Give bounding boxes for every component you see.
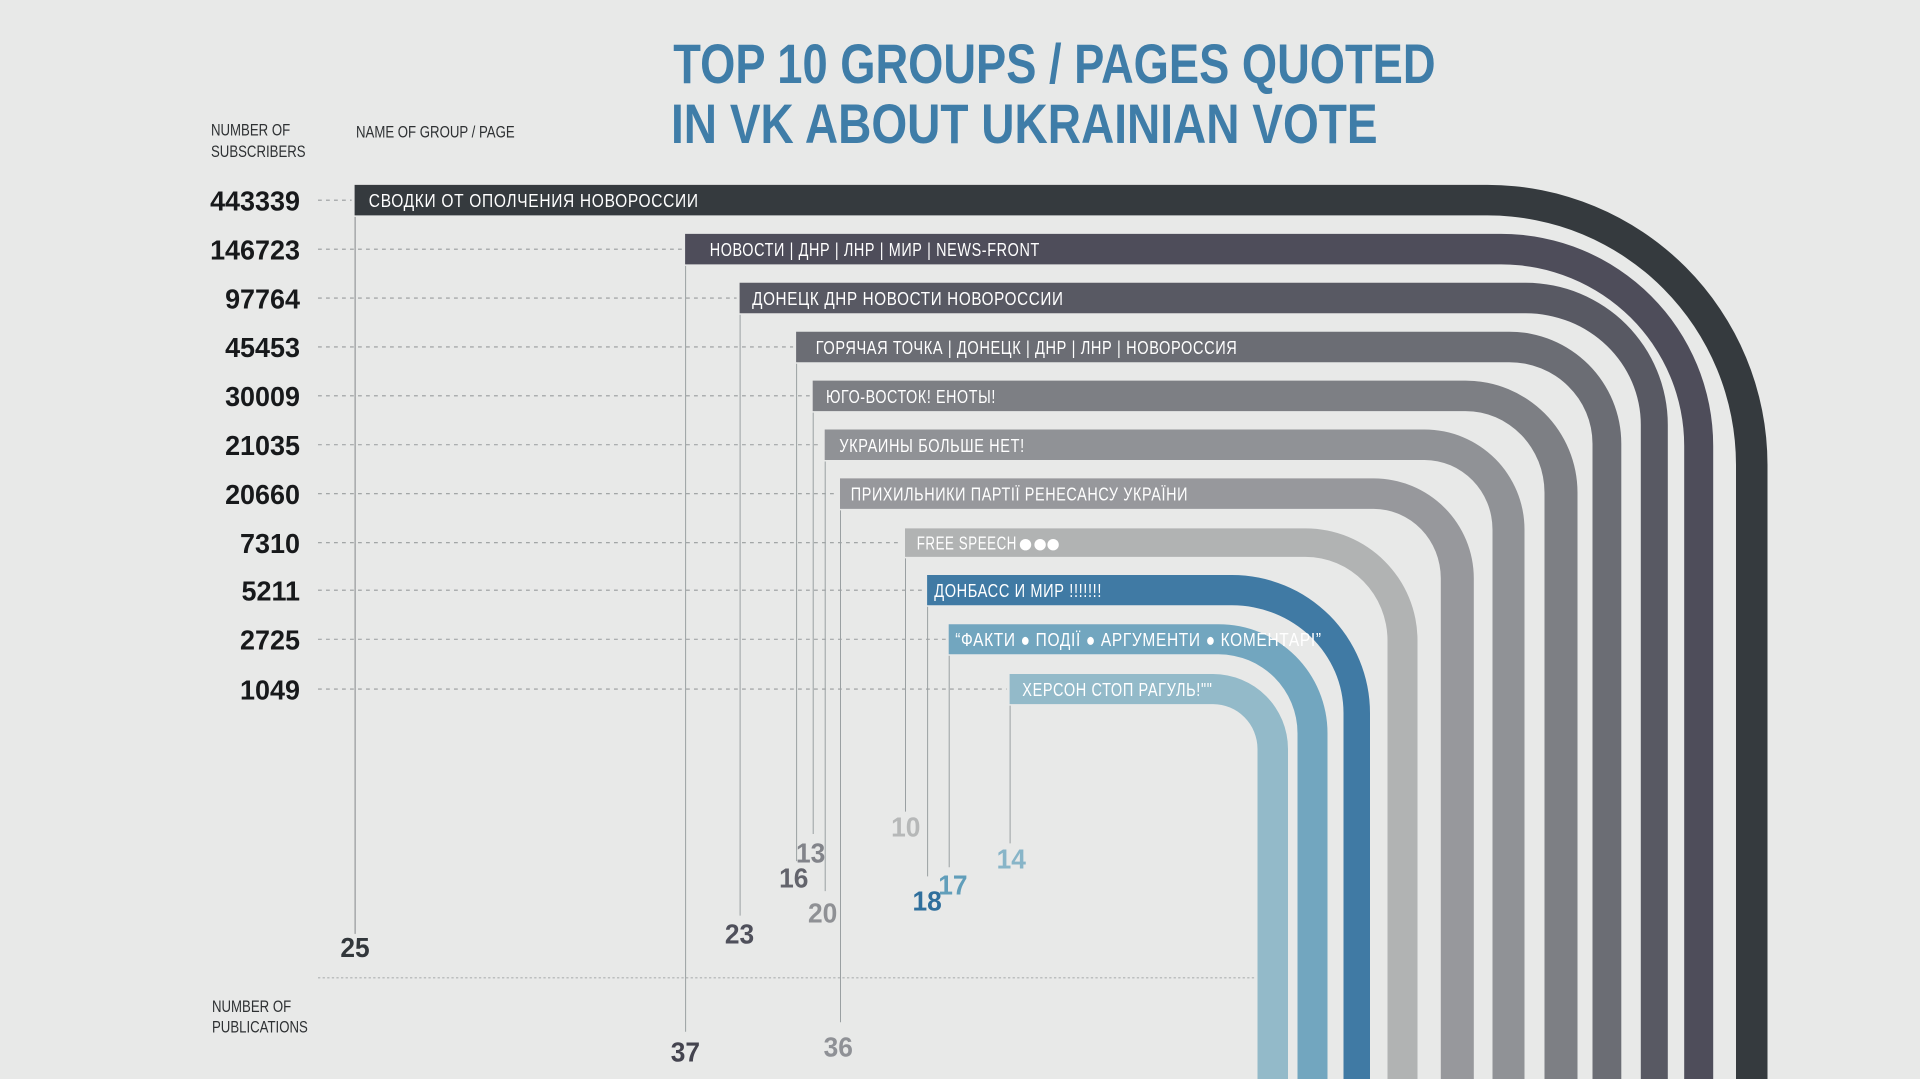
svg-text:36: 36 [824, 1031, 853, 1063]
svg-text:20: 20 [808, 897, 837, 929]
svg-text:ДОНБАСС И МИР !!!!!!!: ДОНБАСС И МИР !!!!!!! [934, 580, 1102, 601]
svg-text:25: 25 [340, 931, 369, 963]
svg-text:СВОДКИ ОТ ОПОЛЧЕНИЯ НОВОРОССИИ: СВОДКИ ОТ ОПОЛЧЕНИЯ НОВОРОССИИ [369, 191, 699, 212]
svg-text:146723: 146723 [210, 234, 300, 266]
svg-text:13: 13 [796, 837, 825, 869]
svg-text:NAME OF GROUP / PAGE: NAME OF GROUP / PAGE [356, 123, 515, 142]
svg-text:IN VK ABOUT UKRAINIAN VOTE: IN VK ABOUT UKRAINIAN VOTE [671, 93, 1378, 155]
svg-text:7310: 7310 [240, 527, 300, 559]
svg-text:FREE SPEECH: FREE SPEECH [917, 534, 1017, 555]
svg-text:23: 23 [725, 918, 754, 950]
svg-text:ЮГО-ВОСТОК! ЕНОТЫ!: ЮГО-ВОСТОК! ЕНОТЫ! [826, 386, 996, 407]
svg-text:17: 17 [938, 869, 967, 901]
svg-text:PUBLICATIONS: PUBLICATIONS [212, 1018, 308, 1037]
svg-text:1049: 1049 [240, 674, 300, 706]
svg-text:NUMBER OF: NUMBER OF [212, 998, 291, 1017]
svg-text:5211: 5211 [242, 575, 300, 607]
svg-text:18: 18 [912, 885, 941, 917]
svg-text:НОВОСТИ | ДНР | ЛНР | МИР | NE: НОВОСТИ | ДНР | ЛНР | МИР | NEWS-FRONT [710, 239, 1040, 260]
svg-text:20660: 20660 [225, 478, 300, 510]
svg-text:97764: 97764 [225, 283, 301, 315]
svg-text:ХЕРСОН СТОП РАГУЛЬ!"": ХЕРСОН СТОП РАГУЛЬ!"" [1022, 679, 1212, 700]
svg-text:ДОНЕЦК ДНР НОВОСТИ НОВОРОССИИ: ДОНЕЦК ДНР НОВОСТИ НОВОРОССИИ [752, 289, 1064, 310]
svg-text:TOP 10 GROUPS / PAGES QUOTED: TOP 10 GROUPS / PAGES QUOTED [673, 32, 1435, 95]
svg-text:ГОРЯЧАЯ ТОЧКА | ДОНЕЦК | ДНР |: ГОРЯЧАЯ ТОЧКА | ДОНЕЦК | ДНР | ЛНР | НОВ… [816, 337, 1238, 358]
svg-text:37: 37 [671, 1036, 700, 1068]
svg-text:SUBSCRIBERS: SUBSCRIBERS [211, 143, 306, 162]
svg-text:45453: 45453 [225, 332, 300, 364]
svg-text:443339: 443339 [210, 185, 300, 217]
svg-text:21035: 21035 [225, 429, 300, 461]
svg-text:2725: 2725 [240, 624, 300, 656]
svg-text:30009: 30009 [225, 381, 300, 413]
svg-text:УКРАИНЫ БОЛЬШЕ НЕТ!: УКРАИНЫ БОЛЬШЕ НЕТ! [839, 435, 1024, 456]
svg-text:16: 16 [779, 862, 808, 894]
svg-text:NUMBER OF: NUMBER OF [211, 121, 290, 140]
svg-text:“ФАКТИ ● ПОДІЇ ● АРГУМЕНТИ ● К: “ФАКТИ ● ПОДІЇ ● АРГУМЕНТИ ● КОМЕНТАРІ” [955, 630, 1321, 651]
svg-text:10: 10 [891, 811, 920, 843]
svg-text:14: 14 [997, 843, 1026, 875]
svg-text:ПРИХИЛЬНИКИ ПАРТІЇ РЕНЕСАНСУ У: ПРИХИЛЬНИКИ ПАРТІЇ РЕНЕСАНСУ УКРАЇНИ [851, 484, 1188, 505]
